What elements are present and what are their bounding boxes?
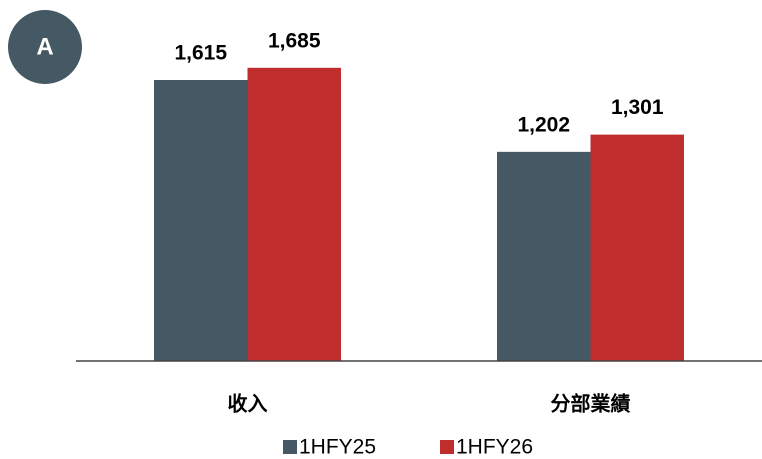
bar: [590, 134, 684, 361]
bar: [247, 67, 341, 361]
legend-swatch: [440, 440, 454, 454]
legend-label: 1HFY26: [456, 436, 533, 459]
badge-circle: [8, 10, 82, 84]
bar: [497, 151, 591, 361]
value-label: 1,202: [517, 113, 570, 136]
badge-label: A: [36, 33, 53, 60]
x-tick-label: 分部業績: [551, 391, 631, 415]
x-tick-label: 收入: [228, 391, 268, 415]
legend-swatch: [283, 440, 297, 454]
value-label: 1,685: [268, 29, 321, 52]
bar: [154, 79, 248, 362]
legend-label: 1HFY25: [299, 436, 376, 459]
value-label: 1,301: [611, 96, 664, 119]
value-label: 1,615: [174, 42, 227, 65]
